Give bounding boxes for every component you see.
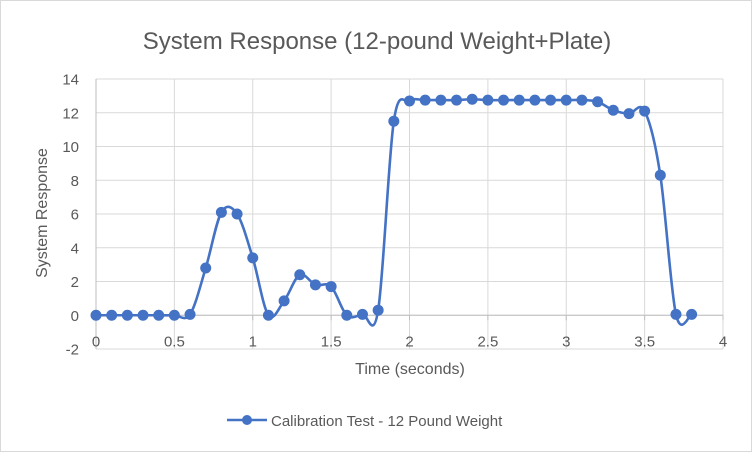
- x-tick-label: 0: [92, 333, 100, 350]
- y-tick-label: -2: [66, 342, 79, 359]
- legend: Calibration Test - 12 Pound Weight: [227, 413, 503, 430]
- data-point: [529, 94, 541, 106]
- data-point: [231, 208, 243, 220]
- data-point: [560, 94, 572, 106]
- series-line: [94, 97, 693, 327]
- x-tick-labels: 0 0.5 1 1.5 2 2.5 3 3.5 4: [92, 333, 727, 350]
- data-point: [184, 308, 196, 320]
- x-tick-label: 1.5: [321, 333, 342, 350]
- y-tick-label: 4: [71, 240, 79, 257]
- y-tick-label: 8: [71, 173, 79, 190]
- legend-marker-swatch: [242, 415, 252, 425]
- gridlines: [95, 78, 724, 350]
- x-tick-label: 2.5: [477, 333, 498, 350]
- axes: [95, 79, 724, 349]
- x-tick-label: 4: [719, 333, 727, 350]
- data-point: [513, 94, 525, 106]
- y-axis-label: System Response: [34, 148, 51, 278]
- data-point: [309, 279, 321, 291]
- data-point: [200, 262, 212, 274]
- data-point: [607, 104, 619, 116]
- data-point: [215, 206, 227, 218]
- legend-label: Calibration Test - 12 Pound Weight: [271, 413, 503, 430]
- data-point: [356, 308, 368, 320]
- data-point: [419, 94, 431, 106]
- chart-title: System Response (12-pound Weight+Plate): [143, 28, 611, 55]
- data-point: [435, 94, 447, 106]
- y-tick-label: 0: [71, 308, 79, 325]
- x-tick-label: 3: [562, 333, 570, 350]
- data-point: [137, 309, 149, 321]
- data-point: [592, 96, 604, 108]
- data-point: [262, 309, 274, 321]
- data-point: [278, 295, 290, 307]
- data-point: [168, 309, 180, 321]
- data-point: [247, 252, 259, 264]
- data-point: [153, 309, 165, 321]
- data-point: [106, 309, 118, 321]
- data-point: [654, 169, 666, 181]
- y-tick-label: 2: [71, 274, 79, 291]
- x-tick-label: 1: [249, 333, 257, 350]
- x-axis-label: Time (seconds): [355, 361, 465, 378]
- data-point: [121, 309, 133, 321]
- x-tick-label: 2: [405, 333, 413, 350]
- data-point: [639, 105, 651, 117]
- y-tick-label: 12: [62, 105, 79, 122]
- data-point: [623, 108, 635, 120]
- data-point: [686, 308, 698, 320]
- data-point: [341, 309, 353, 321]
- x-tick-label: 0.5: [164, 333, 185, 350]
- data-point: [451, 94, 463, 106]
- series-markers: [90, 93, 698, 321]
- data-point: [90, 309, 102, 321]
- data-point: [325, 281, 337, 293]
- data-point: [545, 94, 557, 106]
- data-point: [482, 94, 494, 106]
- data-point: [294, 269, 306, 281]
- data-point: [498, 94, 510, 106]
- data-point: [670, 308, 682, 320]
- y-tick-label: 6: [71, 207, 79, 224]
- data-point: [372, 304, 384, 316]
- data-point: [388, 115, 400, 127]
- y-tick-label: 14: [62, 72, 79, 89]
- data-point: [576, 94, 588, 106]
- data-point: [404, 95, 415, 107]
- y-tick-labels: -2 0 2 4 6 8 10 12 14: [62, 72, 79, 359]
- data-point: [466, 93, 478, 105]
- y-tick-label: 10: [62, 139, 79, 156]
- x-tick-label: 3.5: [634, 333, 655, 350]
